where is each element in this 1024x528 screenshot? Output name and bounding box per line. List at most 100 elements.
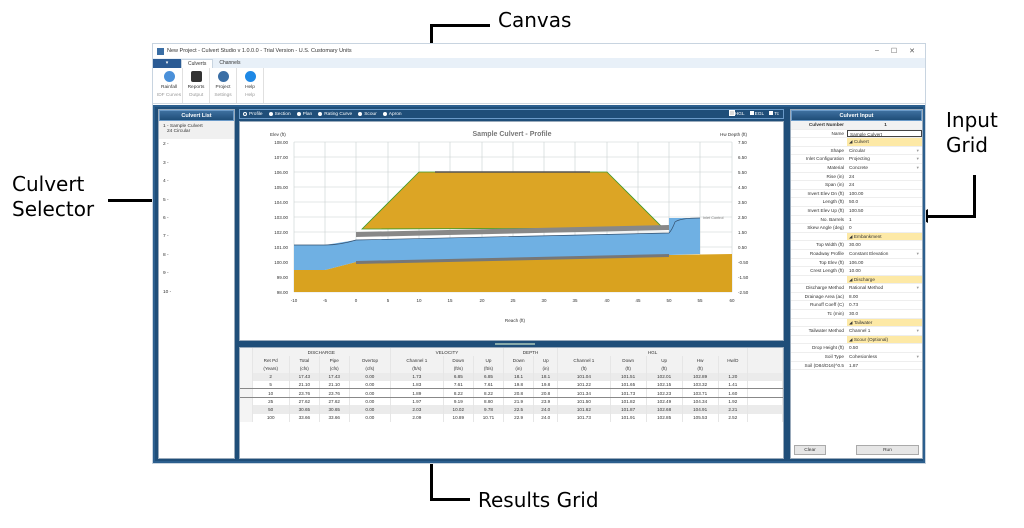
table-cell[interactable]: 27.62 bbox=[289, 397, 320, 406]
table-cell[interactable]: 102.01 bbox=[646, 372, 683, 381]
checkbox-hgl[interactable]: HGL bbox=[728, 110, 745, 117]
col-header[interactable]: Channel 1 bbox=[390, 356, 444, 365]
table-cell[interactable]: 101.73 bbox=[557, 413, 611, 422]
minimize-button[interactable]: – bbox=[874, 47, 879, 54]
culvert-item-5[interactable]: 5 - bbox=[163, 197, 169, 203]
table-cell[interactable]: 102.49 bbox=[646, 397, 683, 406]
category-label[interactable]: ◢ Discharge bbox=[847, 275, 922, 284]
table-cell[interactable]: 1.89 bbox=[390, 388, 444, 398]
table-cell[interactable]: 103.71 bbox=[682, 388, 719, 398]
table-cell[interactable]: 30.65 bbox=[289, 405, 320, 414]
dropdown-field[interactable]: Rational Method bbox=[847, 284, 922, 292]
radio-profile[interactable]: Profile bbox=[243, 112, 263, 117]
table-cell[interactable]: 10.71 bbox=[473, 413, 504, 422]
table-cell[interactable]: 18.1 bbox=[533, 372, 559, 381]
table-cell[interactable]: 101.51 bbox=[610, 372, 647, 381]
table-cell[interactable]: 104.34 bbox=[682, 397, 719, 406]
category-header[interactable]: ◢ Tailwater bbox=[791, 318, 922, 328]
row-gutter[interactable] bbox=[240, 372, 253, 381]
table-cell[interactable]: 23.9 bbox=[533, 397, 559, 406]
table-cell[interactable]: 101.73 bbox=[610, 388, 647, 398]
table-cell[interactable]: 50 bbox=[252, 405, 290, 414]
row-gutter[interactable] bbox=[240, 388, 253, 398]
dropdown-field[interactable]: Constant Elevation bbox=[847, 250, 922, 258]
table-cell[interactable]: 20.8 bbox=[503, 388, 535, 398]
culvert-item-8[interactable]: 8 - bbox=[163, 252, 169, 258]
input-field[interactable]: 50.0 bbox=[849, 199, 859, 205]
col-header[interactable]: Up bbox=[473, 356, 504, 365]
table-cell[interactable]: 101.22 bbox=[557, 380, 611, 389]
radio-plan[interactable]: Plan bbox=[296, 112, 312, 117]
project-button[interactable]: Project Settings bbox=[210, 68, 237, 103]
category-header[interactable]: ◢ Culvert bbox=[791, 138, 922, 147]
table-cell[interactable]: 1.92 bbox=[718, 397, 749, 406]
rainfall-button[interactable]: Rainfall IDF Curves bbox=[156, 68, 183, 103]
table-cell[interactable]: 101.87 bbox=[610, 405, 647, 414]
culvert-item-3[interactable]: 3 - bbox=[163, 160, 169, 166]
table-cell[interactable]: 0.00 bbox=[349, 380, 392, 389]
table-cell[interactable]: 1.73 bbox=[390, 372, 444, 381]
table-cell[interactable]: 19.8 bbox=[533, 380, 559, 389]
table-cell[interactable]: 23.76 bbox=[289, 388, 320, 398]
culvert-item-1[interactable]: 1 - Sample Culvert 24 Circular bbox=[159, 121, 234, 140]
radio-scour[interactable]: Scour bbox=[358, 112, 377, 117]
culvert-item-9[interactable]: 9 - bbox=[163, 271, 169, 277]
col-header[interactable]: Overtop bbox=[349, 356, 392, 365]
clear-button[interactable]: Clear bbox=[794, 445, 826, 455]
input-field[interactable]: 8.00 bbox=[849, 293, 859, 299]
table-cell[interactable]: 1.41 bbox=[718, 380, 749, 389]
table-cell[interactable]: 104.91 bbox=[682, 405, 719, 414]
input-field[interactable]: 1.87 bbox=[849, 362, 859, 368]
dropdown-field[interactable]: Cohesionless bbox=[847, 353, 922, 361]
input-field[interactable]: Sample Culvert bbox=[847, 129, 922, 138]
table-cell[interactable]: 8.80 bbox=[473, 397, 504, 406]
col-header[interactable]: Channel 1 bbox=[557, 356, 611, 365]
table-cell[interactable]: 21.9 bbox=[503, 397, 535, 406]
table-cell[interactable]: 0.00 bbox=[349, 372, 392, 381]
category-label[interactable]: ◢ Scour (Optional) bbox=[847, 335, 922, 344]
table-cell[interactable]: 1.20 bbox=[718, 372, 749, 381]
table-cell[interactable]: 0.00 bbox=[349, 397, 392, 406]
col-header[interactable]: Down bbox=[503, 356, 535, 365]
table-cell[interactable]: 103.32 bbox=[682, 380, 719, 389]
col-header[interactable]: Hw/D bbox=[718, 356, 749, 365]
input-field[interactable]: 0.50 bbox=[849, 345, 859, 351]
culvert-item-4[interactable]: 4 - bbox=[163, 179, 169, 185]
table-row[interactable]: 5 21.10 21.10 0.00 1.83 7.61 7.61 19.8 19.8 101.2… bbox=[240, 380, 783, 389]
col-header[interactable]: Hw bbox=[682, 356, 719, 365]
table-cell[interactable]: 27.62 bbox=[319, 397, 350, 406]
table-cell[interactable]: 10.89 bbox=[443, 413, 475, 422]
table-cell[interactable]: 101.50 bbox=[557, 397, 611, 406]
profile-canvas[interactable]: Sample Culvert - Profile Elev (ft) Hw De… bbox=[239, 121, 784, 341]
table-row[interactable]: 50 30.65 30.65 0.00 2.03 10.02 9.78 22.5 24.0 101… bbox=[240, 405, 783, 414]
table-cell[interactable]: 1.60 bbox=[718, 388, 749, 398]
table-cell[interactable]: 1.83 bbox=[390, 380, 444, 389]
table-cell[interactable]: 17.43 bbox=[289, 372, 320, 381]
table-cell[interactable]: 2.03 bbox=[390, 405, 444, 414]
table-cell[interactable]: 2.09 bbox=[390, 413, 444, 422]
table-cell[interactable]: 18.1 bbox=[503, 372, 535, 381]
table-cell[interactable]: 7.61 bbox=[473, 380, 504, 389]
input-field[interactable]: 100.00 bbox=[849, 190, 864, 196]
category-header[interactable]: ◢ Scour (Optional) bbox=[791, 335, 922, 345]
col-header[interactable]: Up bbox=[533, 356, 559, 365]
culvert-item-2[interactable]: 2 - bbox=[163, 142, 169, 148]
table-cell[interactable]: 10.02 bbox=[443, 405, 475, 414]
table-row[interactable]: 2 17.43 17.43 0.00 1.73 6.85 6.85 18.1 18.1 101.0… bbox=[240, 372, 783, 381]
table-cell[interactable]: 0.00 bbox=[349, 413, 392, 422]
table-cell[interactable]: 9.78 bbox=[473, 405, 504, 414]
table-cell[interactable]: 33.66 bbox=[289, 413, 320, 422]
table-cell[interactable]: 101.34 bbox=[557, 388, 611, 398]
table-cell[interactable]: 21.10 bbox=[289, 380, 320, 389]
table-cell[interactable]: 102.23 bbox=[646, 388, 683, 398]
maximize-button[interactable]: ☐ bbox=[890, 48, 898, 55]
table-cell[interactable]: 102.89 bbox=[682, 372, 719, 381]
col-header[interactable]: Ret Pd bbox=[252, 356, 290, 365]
tab-culverts[interactable]: Culverts bbox=[181, 59, 214, 68]
table-cell[interactable]: 8.22 bbox=[473, 388, 504, 398]
dropdown-field[interactable]: Concrete bbox=[847, 164, 922, 172]
table-row[interactable]: 100 33.66 33.66 0.00 2.09 10.89 10.71 22.9 24.0 1… bbox=[240, 413, 783, 422]
category-label[interactable]: ◢ Culvert bbox=[847, 138, 922, 146]
culvert-item-6[interactable]: 6 - bbox=[163, 215, 169, 221]
table-cell[interactable]: 22.5 bbox=[503, 405, 535, 414]
